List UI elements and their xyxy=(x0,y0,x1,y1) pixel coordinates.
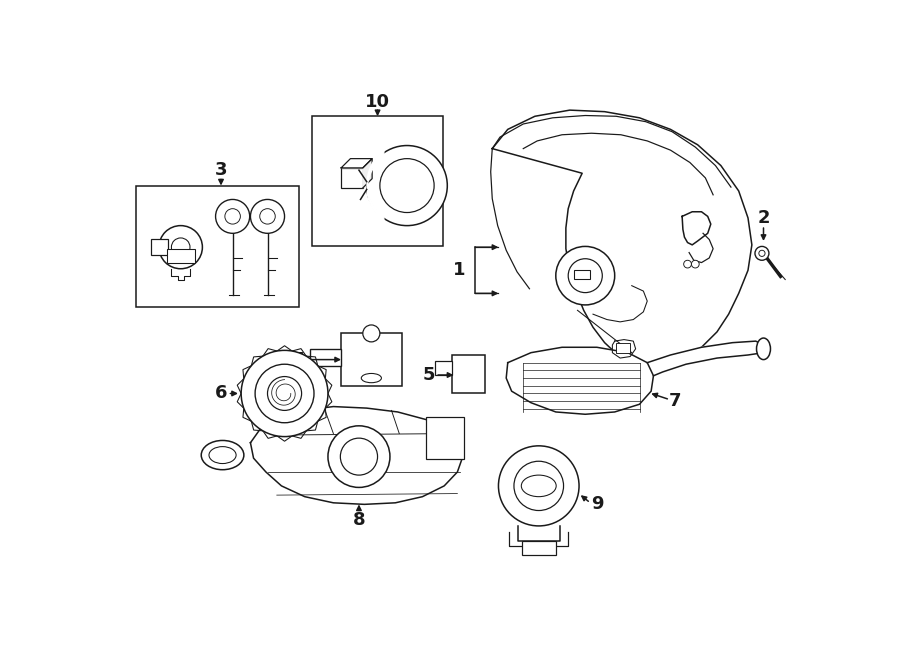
Circle shape xyxy=(260,209,275,224)
Bar xyxy=(341,333,401,386)
Ellipse shape xyxy=(202,440,244,470)
Circle shape xyxy=(328,426,390,487)
Circle shape xyxy=(241,350,328,437)
Circle shape xyxy=(684,260,691,268)
Bar xyxy=(427,416,464,459)
Text: 5: 5 xyxy=(422,366,435,384)
Bar xyxy=(341,168,363,188)
Text: 8: 8 xyxy=(353,511,365,529)
Text: 1: 1 xyxy=(454,261,466,280)
Bar xyxy=(574,270,590,279)
Bar xyxy=(452,355,484,393)
Polygon shape xyxy=(506,347,653,414)
Circle shape xyxy=(499,446,579,526)
Text: 4: 4 xyxy=(292,350,305,369)
Circle shape xyxy=(759,251,765,256)
Polygon shape xyxy=(250,407,463,504)
Bar xyxy=(312,116,443,246)
Circle shape xyxy=(556,247,615,305)
Circle shape xyxy=(340,438,378,475)
Polygon shape xyxy=(647,341,763,375)
Ellipse shape xyxy=(209,447,236,463)
Bar xyxy=(435,361,452,375)
Ellipse shape xyxy=(361,373,382,383)
Polygon shape xyxy=(682,212,711,245)
Ellipse shape xyxy=(521,475,556,496)
Ellipse shape xyxy=(757,338,770,360)
Circle shape xyxy=(691,260,699,268)
Bar xyxy=(136,186,299,307)
Circle shape xyxy=(363,325,380,342)
Circle shape xyxy=(380,159,434,213)
Bar xyxy=(166,249,194,262)
Bar xyxy=(522,541,556,555)
Circle shape xyxy=(255,364,314,423)
Circle shape xyxy=(568,258,602,293)
Polygon shape xyxy=(492,110,752,368)
Bar xyxy=(151,239,168,255)
Polygon shape xyxy=(341,159,372,168)
Circle shape xyxy=(225,209,240,224)
Text: 3: 3 xyxy=(215,161,227,179)
Circle shape xyxy=(250,200,284,233)
Text: 7: 7 xyxy=(669,392,681,410)
Bar xyxy=(616,342,630,354)
Circle shape xyxy=(216,200,249,233)
Bar xyxy=(310,349,341,366)
Circle shape xyxy=(159,225,202,269)
Circle shape xyxy=(267,377,302,410)
Text: 2: 2 xyxy=(757,209,770,227)
Polygon shape xyxy=(363,159,372,188)
Text: 10: 10 xyxy=(365,93,390,112)
Circle shape xyxy=(514,461,563,510)
Circle shape xyxy=(755,247,769,260)
Circle shape xyxy=(171,238,190,256)
Circle shape xyxy=(366,145,447,225)
Text: 9: 9 xyxy=(591,495,604,514)
Text: 6: 6 xyxy=(215,385,227,403)
